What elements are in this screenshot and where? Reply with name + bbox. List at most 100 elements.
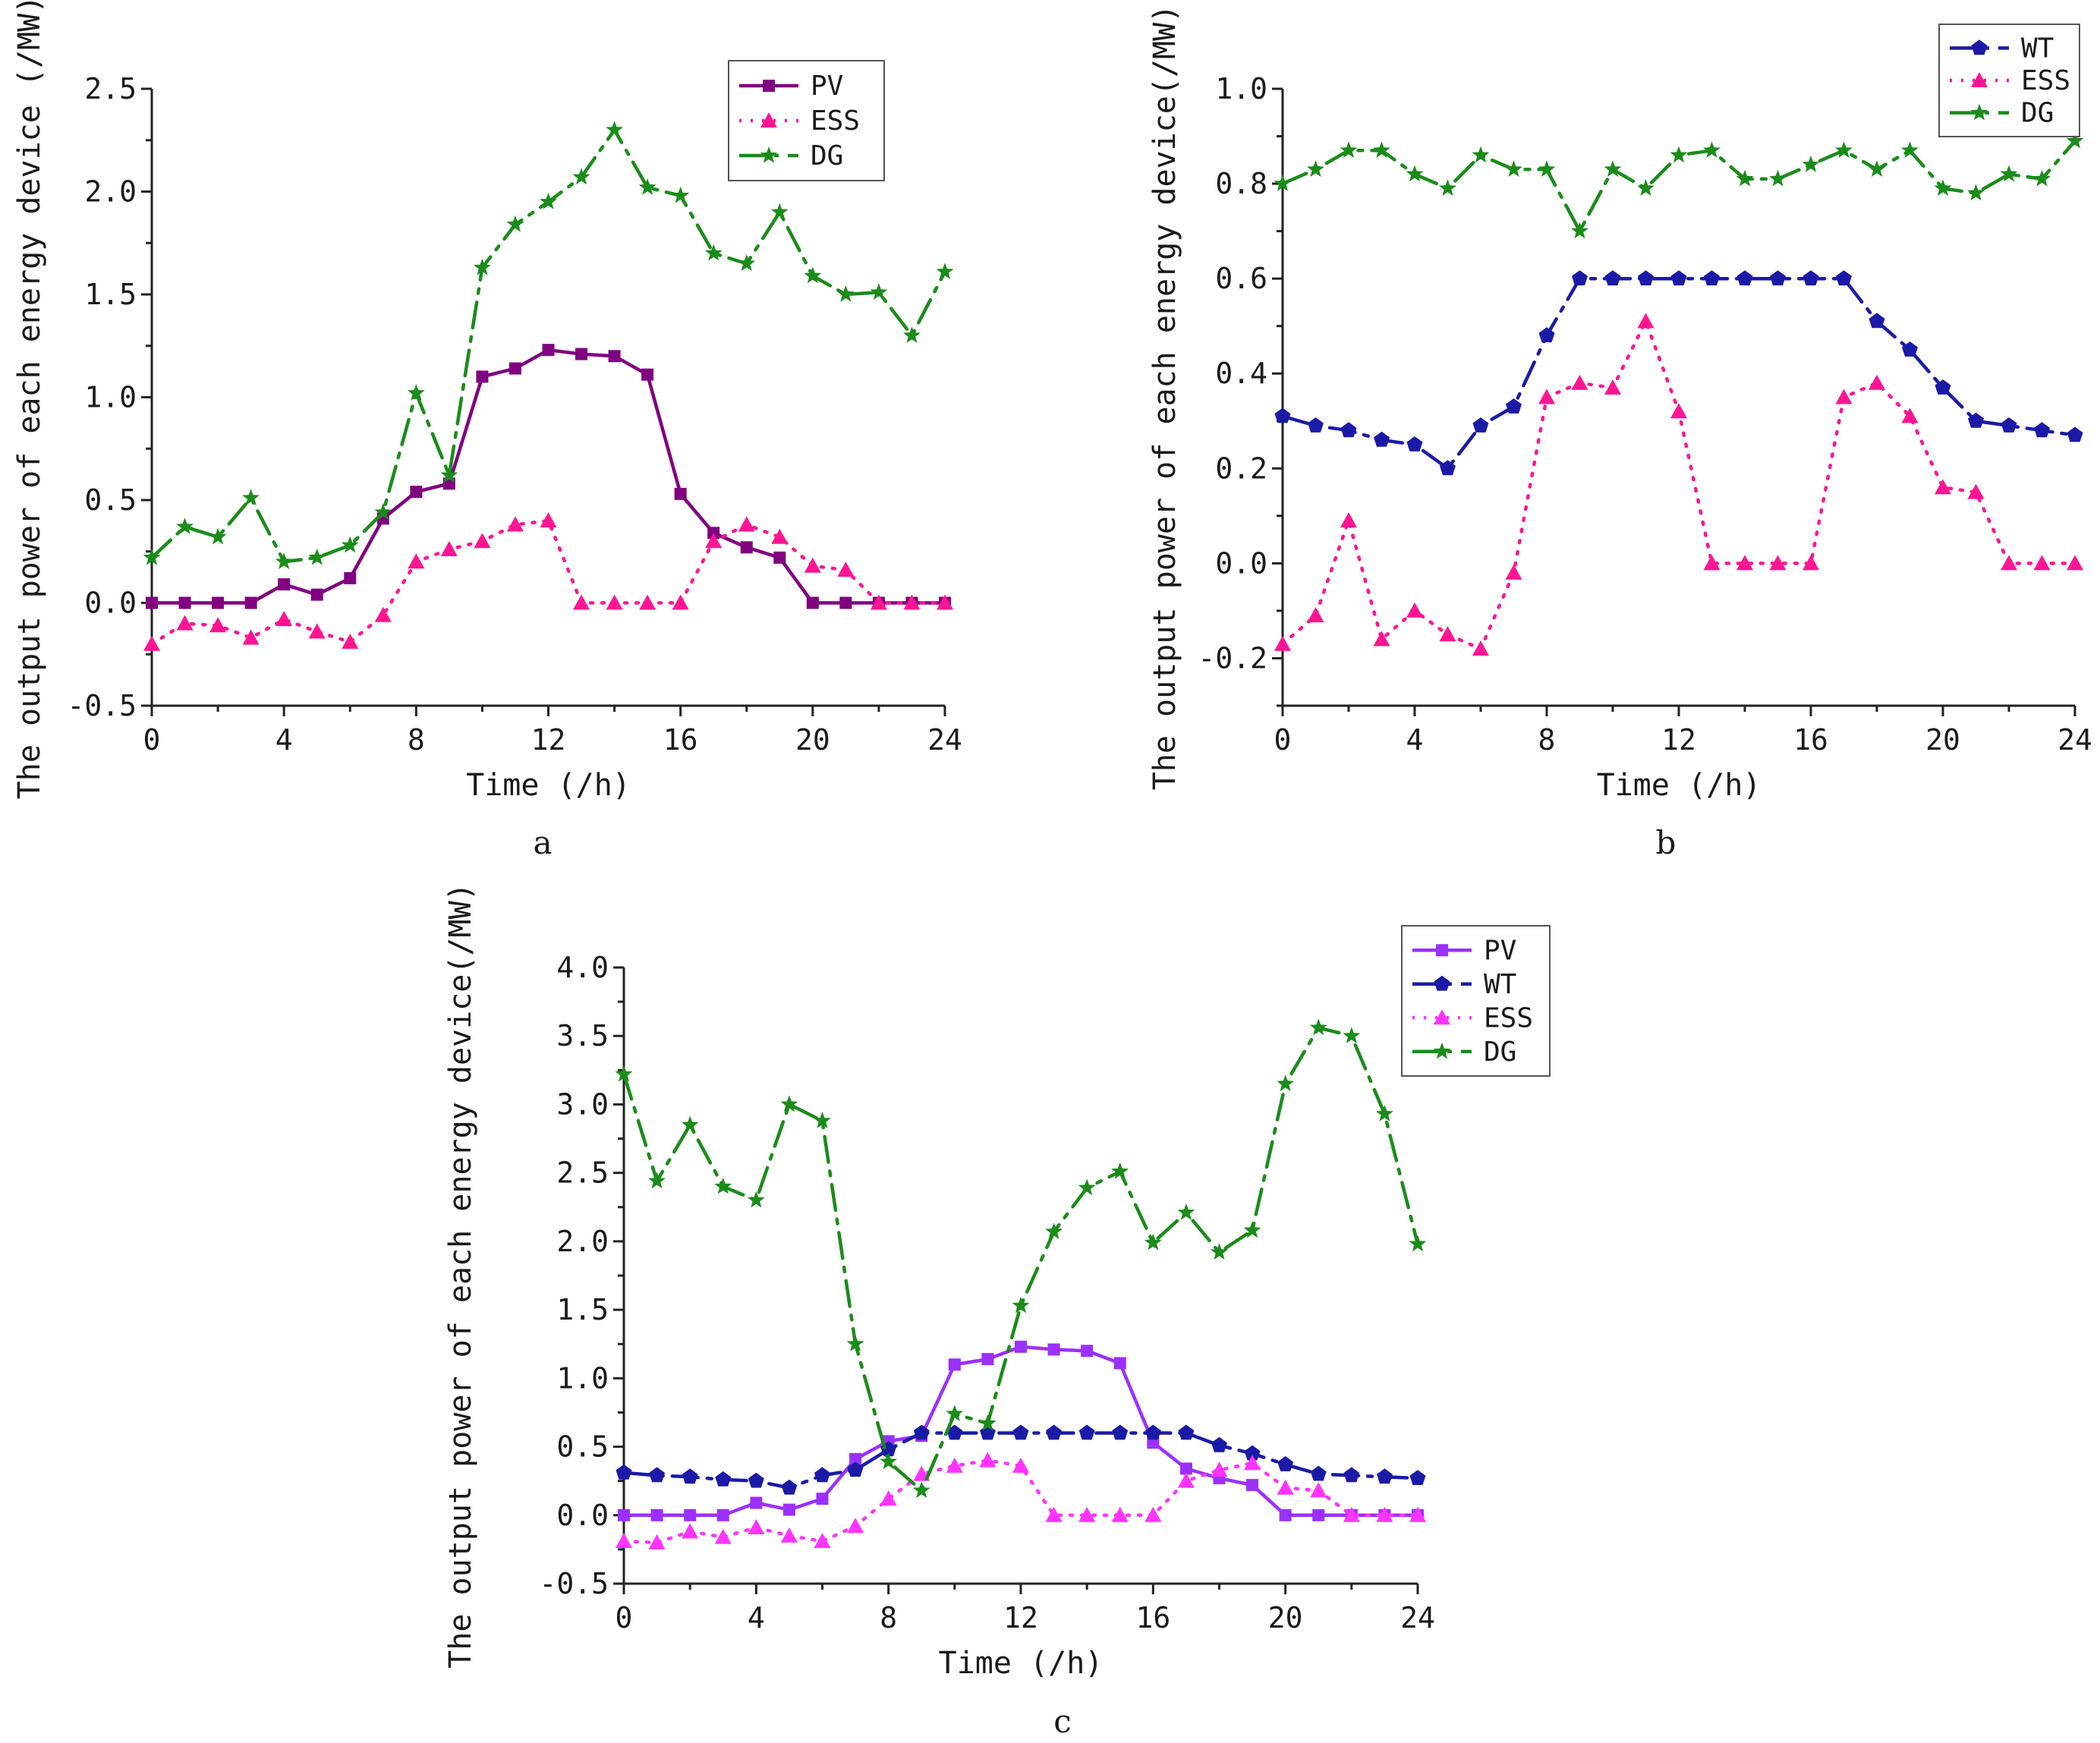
data-point-ess [748, 1519, 765, 1535]
series-ess [143, 512, 953, 651]
data-point-ess [682, 1523, 699, 1539]
x-tick-label: 20 [1925, 723, 1960, 757]
legend-marker-pv [1436, 944, 1448, 957]
data-point-ess [946, 1457, 963, 1473]
data-point-pv [716, 1509, 729, 1521]
data-point-dg [1406, 165, 1424, 182]
data-point-dg [1409, 1235, 1427, 1252]
series-line-ess [150, 518, 947, 646]
x-tick-label: 4 [1406, 723, 1424, 757]
data-point-ess [1373, 631, 1390, 647]
data-point-ess [814, 1533, 831, 1549]
data-point-wt [1869, 313, 1885, 329]
data-point-dg [738, 254, 756, 272]
y-tick-label: 3.5 [556, 1019, 609, 1052]
data-point-pv [212, 596, 225, 609]
data-point-dg [1211, 1243, 1228, 1260]
data-point-ess [1637, 313, 1654, 329]
data-point-ess [440, 541, 458, 557]
data-point-dg [747, 1191, 765, 1208]
data-point-dg [1144, 1233, 1162, 1251]
data-point-pv [310, 588, 323, 601]
y-tick-label: 0.8 [1215, 167, 1267, 200]
data-point-ess [903, 594, 921, 610]
data-point-pv [981, 1353, 994, 1366]
data-point-pv [1047, 1343, 1060, 1356]
data-point-pv [344, 571, 357, 584]
series-ess [616, 1452, 1426, 1550]
data-point-wt [1012, 1424, 1029, 1440]
data-point-dg [1340, 141, 1358, 158]
data-point-ess [408, 553, 425, 569]
data-point-wt [1836, 270, 1852, 286]
data-point-dg [1505, 160, 1522, 177]
x-tick-label: 12 [531, 723, 566, 757]
data-point-ess [242, 629, 260, 645]
data-point-dg [1901, 141, 1919, 158]
data-point-dg [681, 1115, 699, 1133]
data-point-wt [1343, 1467, 1360, 1483]
data-point-pv [1113, 1357, 1126, 1370]
data-point-wt [1277, 1456, 1294, 1471]
data-point-dg [1012, 1296, 1030, 1314]
data-point-pv [618, 1509, 630, 1521]
legend-marker-ess [1434, 1009, 1450, 1025]
data-point-dg [615, 1065, 633, 1082]
data-point-wt [2001, 417, 2017, 433]
data-point-dg [1307, 160, 1324, 177]
data-point-ess [1901, 407, 1919, 423]
data-point-dg [814, 1112, 831, 1128]
data-point-ess [1340, 512, 1357, 528]
data-point-wt [1935, 379, 1951, 395]
data-point-wt [715, 1471, 732, 1487]
data-point-dg [506, 215, 524, 232]
data-point-dg [440, 466, 458, 483]
legend-marker-dg [1433, 1042, 1451, 1059]
x-tick-label: 8 [880, 1601, 897, 1634]
series-wt [616, 1424, 1426, 1495]
data-point-ess [606, 594, 623, 610]
y-tick-label: 4.0 [556, 951, 609, 984]
data-point-dg [1637, 179, 1654, 196]
y-tick-label: 0.4 [1215, 357, 1267, 390]
data-point-ess [1012, 1457, 1029, 1473]
data-point-dg [1277, 1074, 1295, 1092]
data-point-pv [575, 348, 588, 360]
y-axis-title: The output power of each energy device(/… [443, 883, 478, 1669]
data-point-ess [1343, 1506, 1360, 1522]
data-point-ess [1571, 374, 1588, 390]
x-tick-label: 12 [1661, 723, 1696, 757]
data-point-dg [870, 283, 888, 300]
data-point-dg [606, 121, 623, 137]
y-tick-label: -0.5 [67, 689, 137, 722]
data-point-ess [2067, 555, 2083, 571]
x-axis-title: Time (/h) [939, 1646, 1104, 1681]
data-point-wt [1604, 270, 1621, 286]
data-point-ess [1277, 1479, 1294, 1495]
data-point-dg [903, 326, 921, 343]
data-point-dg [1934, 179, 1952, 196]
data-point-dg [936, 263, 954, 279]
data-point-wt [682, 1468, 698, 1484]
series-line-pv [150, 348, 947, 605]
data-point-wt [616, 1464, 632, 1480]
panel-label: c [1053, 1703, 1072, 1740]
data-point-ess [1144, 1506, 1162, 1522]
series-line-ess [622, 1458, 1420, 1545]
data-point-wt [1638, 270, 1654, 286]
data-point-wt [1078, 1424, 1095, 1440]
legend-label-dg: DG [1484, 1037, 1516, 1068]
data-point-ess [648, 1534, 666, 1550]
data-point-wt [1178, 1424, 1195, 1440]
x-tick-label: 0 [1274, 723, 1292, 757]
data-point-dg [880, 1452, 898, 1470]
data-point-wt [1736, 270, 1753, 286]
data-point-ess [1439, 626, 1456, 642]
data-point-pv [849, 1452, 862, 1465]
data-point-wt [1112, 1424, 1129, 1440]
data-point-ess [847, 1518, 864, 1534]
data-point-dg [2033, 169, 2051, 187]
data-point-wt [1374, 431, 1390, 447]
data-point-pv [410, 486, 423, 499]
